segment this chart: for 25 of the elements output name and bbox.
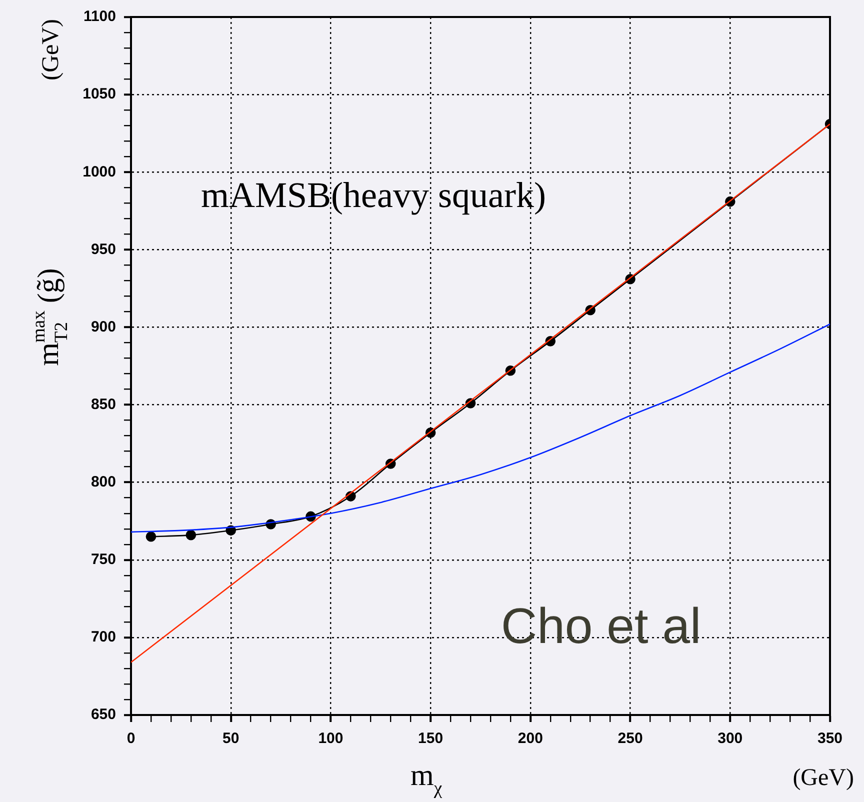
x-tick-label: 350 — [817, 730, 843, 748]
x-tick-label: 0 — [126, 730, 136, 748]
x-tick-label: 300 — [718, 730, 743, 748]
y-tick-label: 950 — [90, 240, 116, 258]
x-tick-label: 250 — [618, 730, 643, 748]
annotation: mAMSB(heavy squark) — [201, 175, 546, 215]
y-tick-label: 900 — [90, 318, 116, 336]
annotation: Cho et al — [501, 598, 702, 654]
y-tick-label: 850 — [90, 396, 116, 413]
text: (GeV) — [38, 19, 64, 80]
x-tick-label: 100 — [318, 730, 344, 748]
y-tick-label: 800 — [90, 473, 116, 490]
text: (GeV) — [792, 765, 854, 791]
y-tick-label: 1000 — [82, 163, 116, 180]
y-tick-label: 750 — [90, 551, 116, 568]
y-tick-label: 650 — [90, 706, 116, 724]
y-tick-label: 1050 — [82, 86, 116, 103]
point — [146, 531, 156, 542]
x-tick-label: 50 — [222, 730, 240, 748]
x-tick-label: 150 — [418, 730, 444, 748]
y-tick-label: 1100 — [83, 8, 116, 26]
y-axis-title: mT2max (g̃) — [28, 268, 72, 366]
x-tick-label: 200 — [518, 730, 543, 748]
point — [186, 530, 196, 540]
y-tick-label: 700 — [90, 628, 116, 646]
